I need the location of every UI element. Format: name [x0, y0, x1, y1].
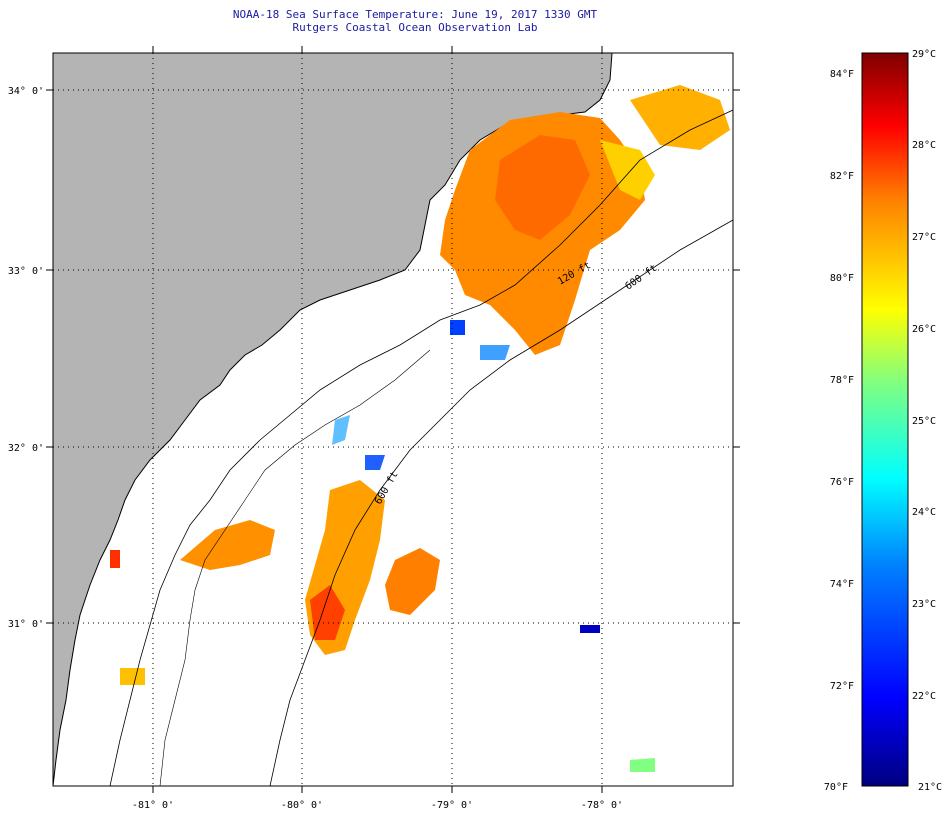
cb-f-72: 72°F [830, 681, 854, 692]
cb-f-80: 80°F [830, 273, 854, 284]
cb-f-76: 76°F [830, 477, 854, 488]
cb-c-24: 24°C [912, 507, 936, 518]
colorbar [861, 52, 909, 787]
cb-c-22: 22°C [912, 691, 936, 702]
cb-f-78: 78°F [830, 375, 854, 386]
isobath-120ft [109, 109, 733, 786]
lat-label-32: 32° 0' [8, 443, 44, 454]
land-mass [53, 53, 612, 786]
map-title: NOAA-18 Sea Surface Temperature: June 19… [232, 8, 598, 21]
lat-label-31: 31° 0' [8, 619, 44, 630]
lon-label-80: -80° 0' [281, 800, 323, 811]
cb-f-74: 74°F [830, 579, 854, 590]
axis-ticks [46, 46, 740, 793]
cb-c-28: 28°C [912, 140, 936, 151]
graticule [53, 53, 733, 786]
isobath-600ft [269, 219, 733, 786]
cb-f-82: 82°F [830, 171, 854, 182]
lon-label-79: -79° 0' [431, 800, 473, 811]
cb-f-84: 84°F [830, 69, 854, 80]
lon-label-81: -81° 0' [132, 800, 174, 811]
plot-frame [52, 52, 734, 787]
cb-c-26: 26°C [912, 324, 936, 335]
isobath-inner [159, 349, 431, 786]
cb-c-29: 29°C [912, 49, 936, 60]
cb-c-23: 23°C [912, 599, 936, 610]
cb-c-25: 25°C [912, 416, 936, 427]
map-subtitle: Rutgers Coastal Ocean Observation Lab [292, 21, 538, 34]
cb-c-27: 27°C [912, 232, 936, 243]
coastline [53, 53, 613, 786]
sst-data-patches [110, 85, 730, 772]
lat-label-33: 33° 0' [8, 266, 44, 277]
cb-c-21: 21°C [918, 782, 942, 793]
lat-label-34: 34° 0' [8, 86, 44, 97]
lon-label-78: -78° 0' [581, 800, 623, 811]
cb-f-70: 70°F [824, 782, 848, 793]
